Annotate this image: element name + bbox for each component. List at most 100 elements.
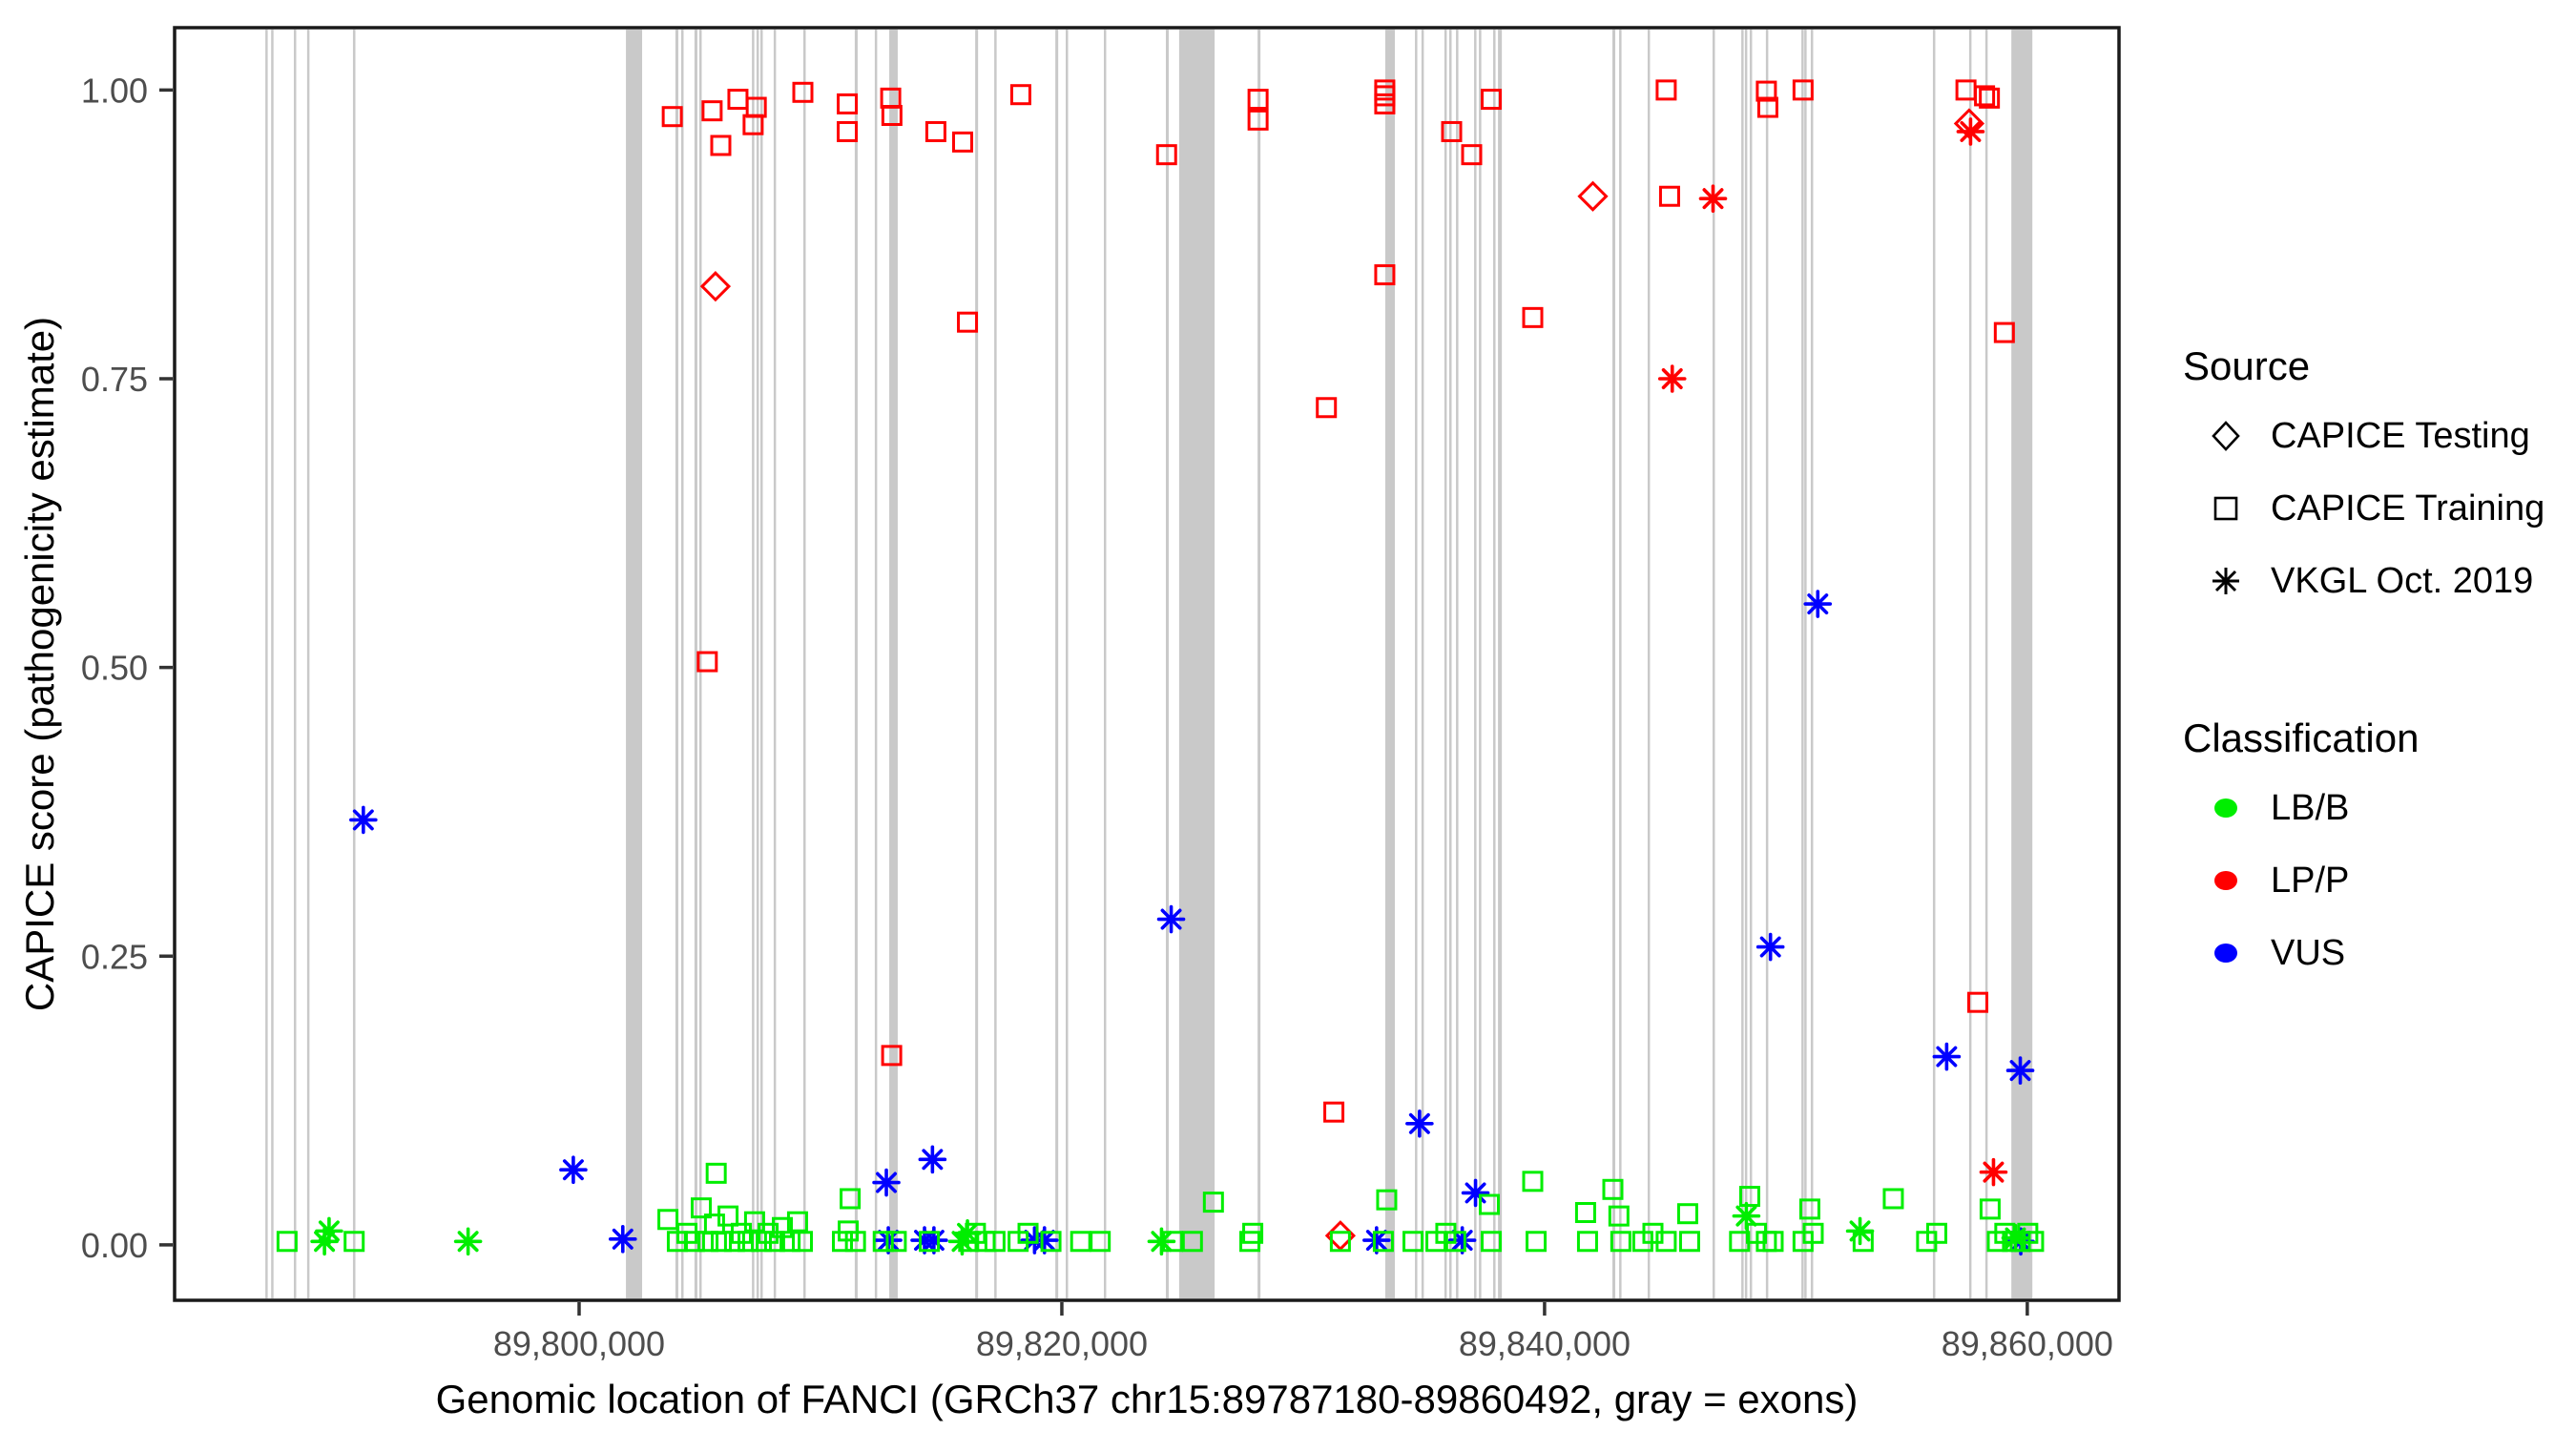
data-point-testing-lpp [699, 271, 732, 302]
data-point-vkgl-vus [2005, 1056, 2035, 1085]
data-point-vkgl-vus [608, 1225, 637, 1254]
x-tick-label: 89,820,000 [976, 1324, 1148, 1363]
exon-bar [1421, 30, 1424, 1298]
x-tick-label: 89,800,000 [493, 1324, 665, 1363]
data-point-training-lbb [1242, 1222, 1264, 1244]
exon-bar [1741, 30, 1744, 1298]
data-point-training-lbb [1478, 1193, 1500, 1215]
data-point-training-lpp [1374, 93, 1396, 114]
data-point-training-lpp [881, 105, 903, 126]
data-point-training-lbb [710, 1231, 732, 1253]
data-point-training-lbb [1802, 1222, 1824, 1244]
exon-bar [271, 30, 274, 1298]
data-point-training-lbb [779, 1231, 801, 1253]
data-point-training-lbb [2023, 1231, 2045, 1253]
data-point-training-lbb [1602, 1178, 1624, 1200]
exon-bar [1804, 30, 1807, 1298]
exon-bar [1498, 30, 1503, 1298]
data-point-training-lbb [1926, 1222, 1948, 1244]
exon-bar [1810, 30, 1814, 1298]
y-axis-title: CAPICE score (pathogenicity estimate) [17, 316, 62, 1012]
data-point-vkgl-vus [1932, 1042, 1962, 1071]
data-point-training-lpp [792, 81, 814, 103]
data-point-training-lbb [737, 1231, 759, 1253]
data-point-training-lpp [701, 100, 723, 122]
legend-item-label: CAPICE Testing [2271, 415, 2530, 456]
data-point-training-lbb [1329, 1231, 1351, 1253]
exon-bar [1103, 30, 1107, 1298]
data-point-training-lbb [1526, 1231, 1548, 1253]
data-point-training-lbb [872, 1231, 894, 1253]
data-point-training-lbb [786, 1211, 808, 1233]
data-point-training-lbb [840, 1188, 862, 1210]
data-point-training-lbb [984, 1231, 1006, 1253]
legend-item-label: LP/P [2271, 860, 2350, 901]
data-point-training-lpp [1323, 1101, 1345, 1123]
data-point-training-lpp [1756, 96, 1778, 118]
exon-bar [803, 30, 806, 1298]
data-point-vkgl-lpp [1657, 364, 1687, 393]
data-point-training-lpp [1655, 79, 1677, 101]
exon-bar [1749, 30, 1753, 1298]
legend: Source CAPICE Testing CAPICE Training [2183, 343, 2565, 1004]
data-point-training-lpp [661, 106, 683, 128]
exon-bar [994, 30, 997, 1298]
exon-bar [854, 30, 858, 1298]
exon-bar [1984, 30, 1988, 1298]
legend-item-label: LB/B [2271, 787, 2350, 828]
exon-bar [1055, 30, 1059, 1298]
data-point-training-lbb [1162, 1231, 1184, 1253]
data-point-training-lbb [1762, 1231, 1784, 1253]
data-point-training-lbb [657, 1209, 679, 1231]
data-point-training-lbb [1372, 1231, 1394, 1253]
legend-item-label: VUS [2271, 932, 2346, 973]
data-point-training-lpp [957, 311, 979, 333]
data-point-vkgl-vus [1803, 590, 1833, 618]
data-point-training-lbb [683, 1231, 705, 1253]
data-point-training-lpp [951, 131, 973, 153]
data-point-training-lbb [1522, 1171, 1544, 1192]
data-point-training-lpp [1155, 144, 1177, 166]
data-point-training-lpp [1009, 84, 1031, 106]
data-point-training-lbb [1678, 1231, 1700, 1253]
exon-bar [1444, 30, 1447, 1298]
data-point-training-lpp [837, 93, 859, 114]
data-point-training-lpp [1658, 185, 1680, 207]
data-point-training-lpp [1461, 144, 1483, 166]
data-point-vkgl-vus [1156, 904, 1186, 934]
data-point-training-lbb [1676, 1203, 1698, 1225]
legend-item-lpp: LP/P [2183, 859, 2565, 902]
y-tick-label: 0.00 [81, 1226, 148, 1265]
data-point-vkgl-vus [1461, 1178, 1490, 1208]
exon-bar [773, 30, 777, 1298]
data-point-training-lpp [1993, 321, 2015, 343]
data-point-training-lpp [1955, 79, 1977, 101]
panel-border [173, 26, 2121, 1302]
data-point-training-lbb [1202, 1192, 1224, 1213]
data-point-training-lbb [1481, 1231, 1503, 1253]
data-point-training-lpp [1441, 120, 1463, 142]
exon-bars-layer [265, 30, 2033, 1298]
data-point-vkgl-vus [1755, 932, 1785, 962]
legend-item-label: CAPICE Training [2271, 487, 2545, 529]
data-point-training-lbb [791, 1231, 813, 1253]
x-axis-title: Genomic location of FANCI (GRCh37 chr15:… [435, 1377, 1859, 1421]
data-point-training-lbb [1979, 1198, 2001, 1220]
asterisk-icon [2212, 568, 2239, 594]
data-point-training-lbb [1610, 1231, 1631, 1253]
data-point-training-lbb [1444, 1231, 1466, 1253]
data-point-vkgl-vus [1405, 1109, 1434, 1138]
data-point-vkgl-lpp [1956, 117, 1985, 146]
data-point-training-lbb [705, 1162, 727, 1184]
y-tick-label: 0.25 [81, 937, 148, 976]
data-point-training-lbb [1852, 1231, 1874, 1253]
data-point-training-lbb [1090, 1231, 1111, 1253]
exon-bar [975, 30, 979, 1298]
legend-item-vus: VUS [2183, 931, 2565, 975]
data-point-vkgl-vus [918, 1145, 947, 1174]
exon-bar [1384, 30, 1396, 1298]
x-tick-label: 89,860,000 [1942, 1324, 2113, 1363]
data-point-testing-lpp [1577, 180, 1609, 212]
